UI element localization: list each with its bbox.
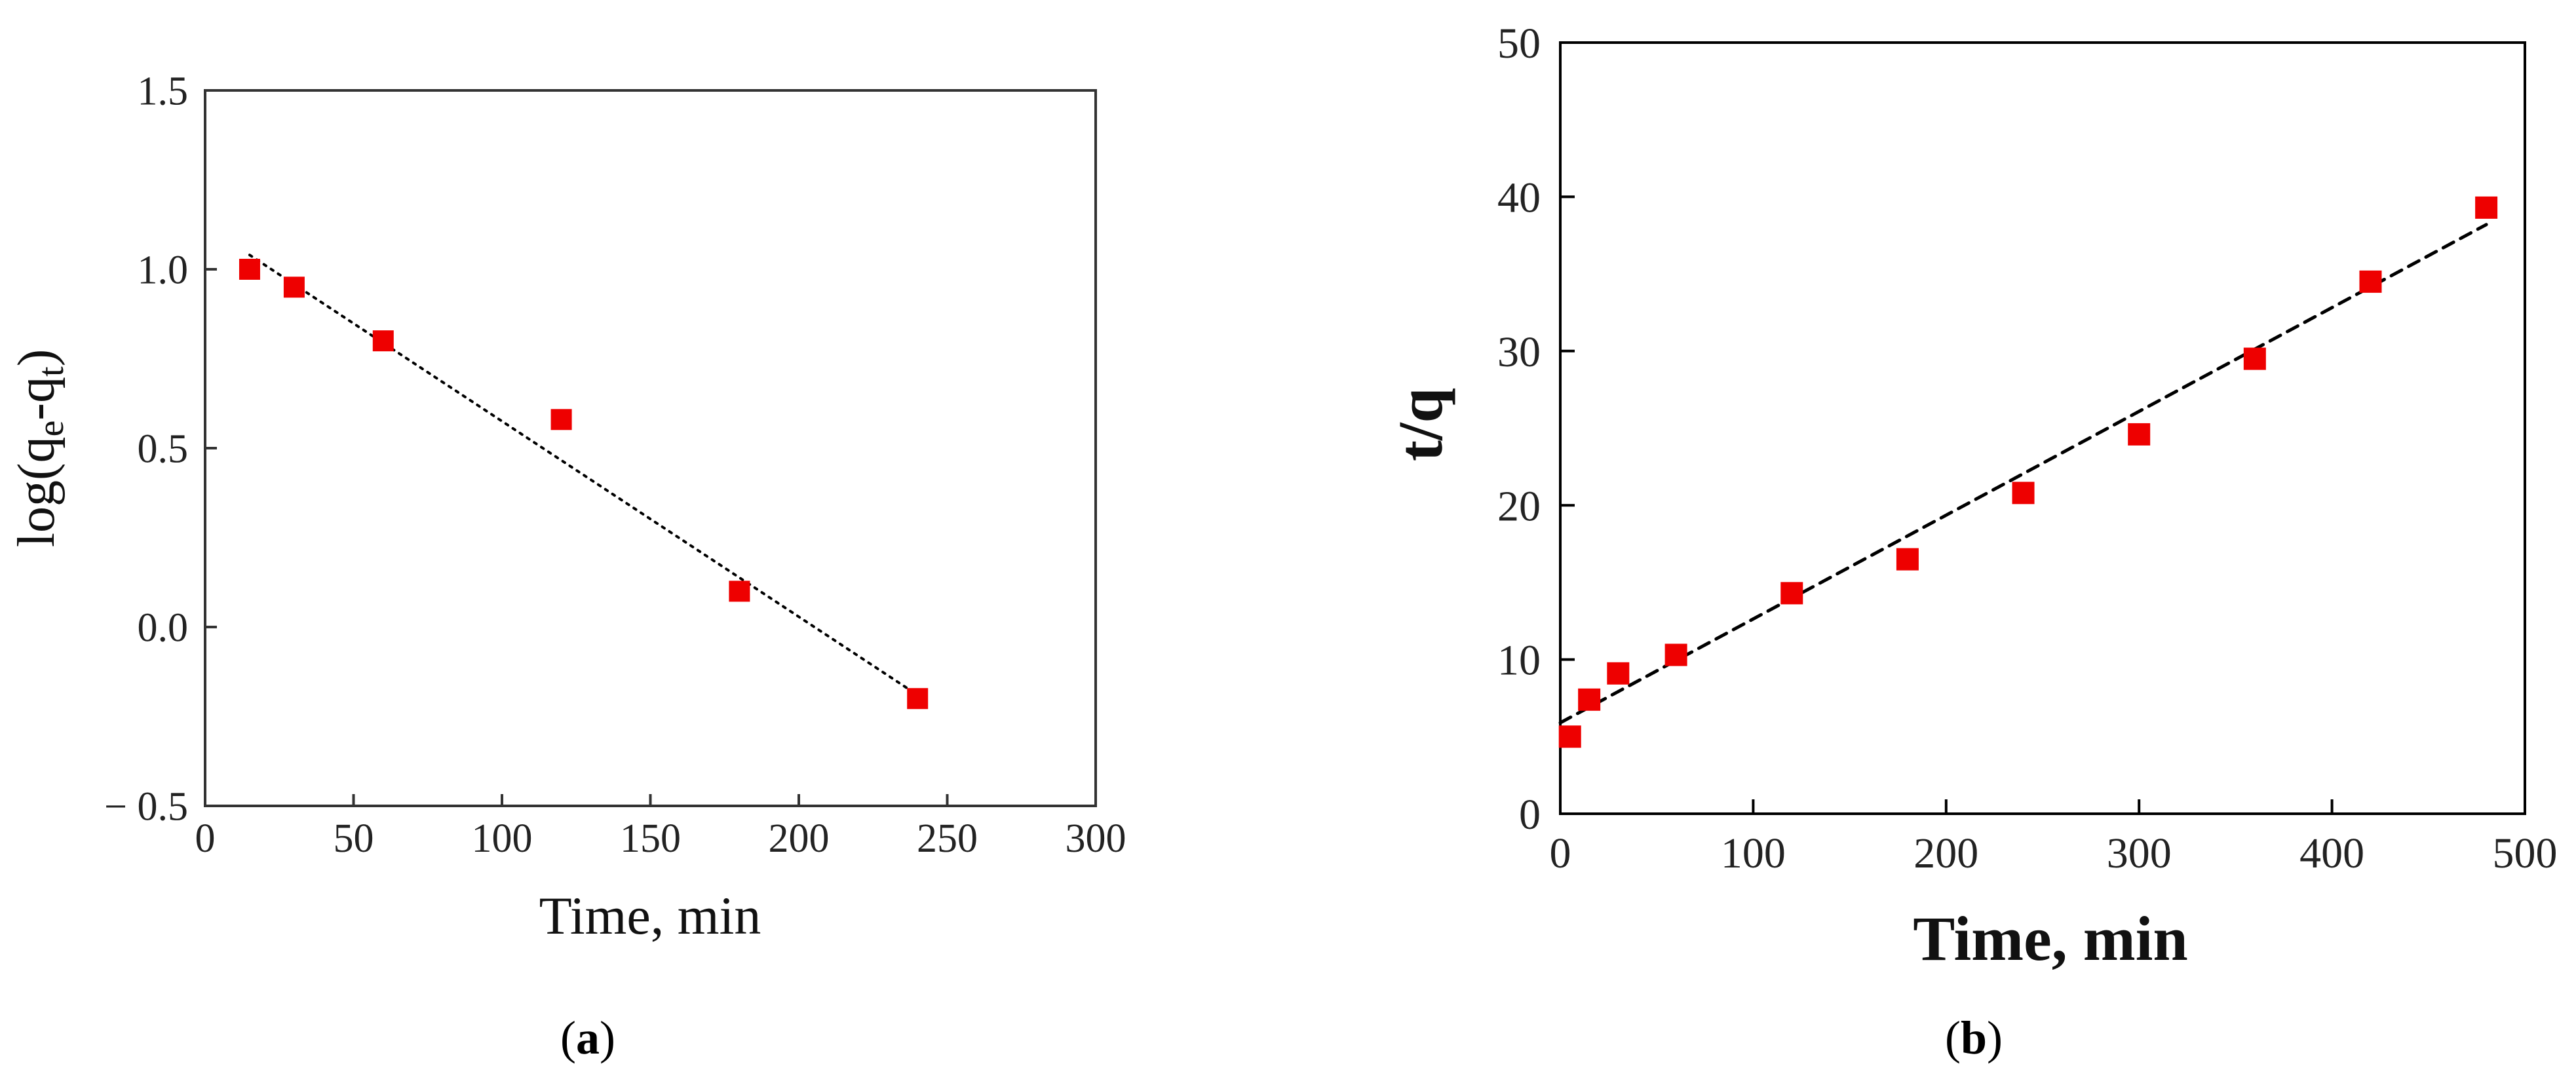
x-ticks-b: 0 100 200 300 400 500 bbox=[1550, 799, 2558, 877]
y-tick-label-b-3: 30 bbox=[1497, 328, 1541, 376]
fit-line-a bbox=[248, 254, 919, 696]
y-tick-label-a-2: 0.5 bbox=[138, 427, 189, 472]
y-tick-label-a-1: 0.0 bbox=[138, 606, 189, 651]
data-point-a-0 bbox=[239, 259, 260, 280]
data-point-b-3 bbox=[1664, 643, 1687, 666]
x-ticks-a: 0 50 100 150 200 250 300 bbox=[195, 794, 1126, 861]
x-tick-label-b-3: 300 bbox=[2107, 829, 2172, 877]
fit-line-group-a bbox=[248, 254, 919, 696]
data-point-b-6 bbox=[2012, 482, 2035, 504]
y-tick-label-a-0: − 0.5 bbox=[104, 785, 188, 829]
data-points-a bbox=[239, 259, 929, 710]
y-tick-label-b-0: 0 bbox=[1519, 791, 1541, 839]
y-tick-label-b-1: 10 bbox=[1497, 637, 1541, 685]
x-tick-label-a-3: 150 bbox=[620, 816, 681, 861]
x-tick-label-a-6: 300 bbox=[1066, 816, 1126, 861]
plot-frame-b bbox=[1559, 41, 2526, 815]
data-point-b-2 bbox=[1607, 662, 1630, 685]
x-axis-title-a: Time, min bbox=[539, 886, 761, 945]
y-tick-label-b-5: 50 bbox=[1497, 20, 1541, 67]
y-axis-title-b: t/q bbox=[1385, 388, 1455, 461]
x-tick-label-a-5: 250 bbox=[917, 816, 978, 861]
data-point-a-5 bbox=[907, 688, 929, 710]
x-tick-label-a-1: 50 bbox=[334, 816, 374, 861]
y-tick-label-b-4: 40 bbox=[1497, 174, 1541, 222]
x-tick-label-b-4: 400 bbox=[2299, 829, 2364, 877]
data-point-b-5 bbox=[1896, 548, 1919, 571]
x-tick-label-a-4: 200 bbox=[769, 816, 830, 861]
y-tick-label-a-3: 1.0 bbox=[138, 248, 189, 293]
data-point-b-8 bbox=[2243, 347, 2266, 370]
fit-line-b bbox=[1558, 223, 2488, 725]
panel-caption-a: (a) bbox=[560, 1012, 615, 1064]
x-tick-label-b-5: 500 bbox=[2493, 829, 2558, 877]
x-tick-label-a-0: 0 bbox=[195, 816, 216, 861]
x-tick-label-a-2: 100 bbox=[472, 816, 533, 861]
y-axis-title-a: log(qe-qt) bbox=[8, 349, 71, 548]
panel-caption-b: (b) bbox=[1945, 1012, 2003, 1064]
x-tick-label-b-2: 200 bbox=[1913, 829, 1978, 877]
chart-panel-b: 0 10 20 30 40 50 0 100 200 300 400 500 Time, min t… bbox=[1385, 20, 2558, 1064]
x-tick-label-b-1: 100 bbox=[1721, 829, 1786, 877]
chart-panel-a: − 0.5 0.0 0.5 1.0 1.5 0 50 100 150 200 250 300 Tim… bbox=[8, 69, 1126, 1064]
data-point-a-4 bbox=[729, 581, 750, 602]
data-point-a-1 bbox=[283, 276, 305, 298]
data-point-b-0 bbox=[1558, 725, 1581, 748]
data-point-b-1 bbox=[1578, 688, 1601, 711]
data-point-a-3 bbox=[550, 409, 572, 430]
fit-line-group-b bbox=[1558, 223, 2488, 725]
x-axis-title-b: Time, min bbox=[1913, 904, 2188, 974]
x-tick-label-b-0: 0 bbox=[1550, 829, 1571, 877]
y-ticks-a: − 0.5 0.0 0.5 1.0 1.5 bbox=[104, 69, 217, 829]
data-point-b-9 bbox=[2359, 270, 2382, 293]
y-tick-label-b-2: 20 bbox=[1497, 482, 1541, 530]
data-point-b-10 bbox=[2475, 196, 2498, 219]
data-points-b bbox=[1558, 196, 2498, 748]
data-point-b-4 bbox=[1780, 582, 1803, 605]
data-point-a-2 bbox=[372, 330, 394, 352]
y-tick-label-a-4: 1.5 bbox=[138, 69, 189, 114]
data-point-b-7 bbox=[2128, 423, 2151, 446]
plot-frame-a bbox=[204, 89, 1097, 807]
y-ticks-b: 0 10 20 30 40 50 bbox=[1497, 20, 1575, 839]
